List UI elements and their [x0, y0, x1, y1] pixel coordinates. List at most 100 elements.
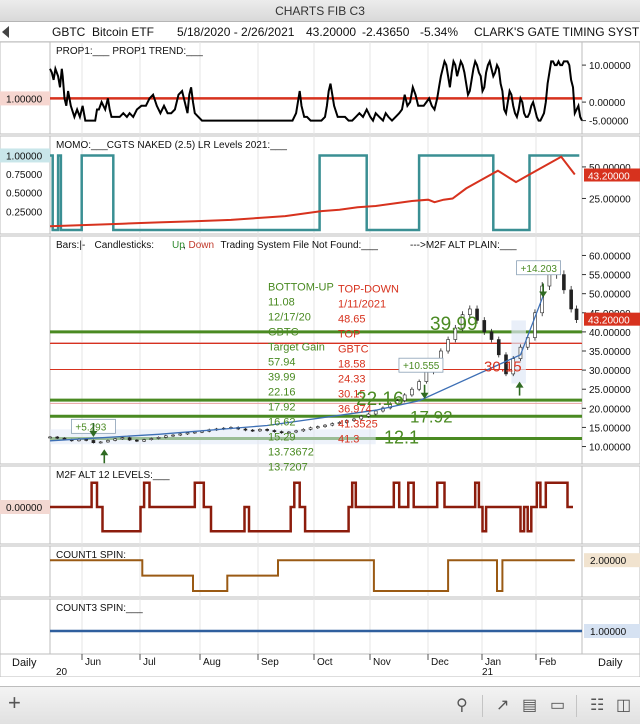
- bottom-up-value: 11.08: [268, 297, 295, 309]
- candle-body: [171, 434, 175, 437]
- candle-body: [402, 394, 407, 401]
- candle-body: [120, 437, 125, 440]
- chart-icon[interactable]: ▤: [522, 697, 538, 714]
- candle-body: [330, 423, 335, 426]
- count3-badge: [584, 624, 640, 638]
- candle-body: [164, 435, 168, 438]
- right-gutter: [581, 465, 640, 545]
- trend-line: [49, 293, 545, 442]
- right-gutter: [581, 135, 640, 235]
- candle-body: [569, 289, 573, 310]
- y-tick-label: 15.00000: [589, 423, 631, 434]
- price-panel[interactable]: Bars:|- Candlesticks: Up, Down Trading Syste…: [48, 240, 640, 474]
- momo-panel[interactable]: MOMO:___ CGTS NAKED (2.5) LR Levels 2021:…: [0, 140, 640, 232]
- count3-panel[interactable]: COUNT3 SPIN:___ 1.00000: [50, 603, 640, 638]
- date-range: 5/18/2020 - 2/26/2021: [177, 25, 295, 39]
- quote-header: GBTC Bitcoin ETF 5/18/2020 - 2/26/2021 4…: [0, 22, 640, 42]
- candle-body: [113, 438, 117, 441]
- count1-badge: [584, 553, 640, 568]
- month-label: Aug: [203, 657, 221, 668]
- legend-label: M2F ALT 12 LEVELS:___: [56, 470, 170, 481]
- panel-frame: [49, 598, 583, 655]
- candle-body: [127, 437, 132, 441]
- candle-body: [91, 440, 96, 444]
- candle-body: [504, 354, 508, 375]
- year-label: 21: [482, 667, 494, 677]
- top-down-value: 18.58: [338, 359, 366, 371]
- panel-frame: [49, 42, 583, 135]
- right-gutter: [581, 42, 640, 135]
- legend-label: MOMO:___: [56, 140, 108, 151]
- candle-body: [424, 371, 429, 382]
- month-label: Jan: [485, 657, 501, 668]
- add-button[interactable]: +: [8, 690, 21, 715]
- back-arrow-icon[interactable]: [2, 26, 9, 38]
- trend-line-icon[interactable]: ↗: [496, 697, 510, 714]
- top-down-value: 24.33: [338, 374, 366, 386]
- chart-area[interactable]: PROP1:___ PROP1 TREND:___ 1.00000 10.00000 0…: [0, 42, 640, 677]
- candle-body: [574, 308, 579, 320]
- level-label: 1.00000: [6, 151, 43, 162]
- top-down-value: 1/11/2021: [338, 299, 386, 311]
- candle-body: [373, 410, 378, 415]
- last-value-label: 43.20000: [588, 172, 630, 183]
- candle-body: [395, 400, 400, 405]
- candle-body: [243, 428, 248, 431]
- bottom-up-value: 22.16: [268, 387, 296, 399]
- y-tick-label: 50.00000: [589, 163, 631, 174]
- candle-body: [106, 440, 110, 443]
- candle-body: [250, 429, 255, 432]
- month-label: Feb: [539, 657, 557, 668]
- y-tick-label: -5.00000: [589, 117, 629, 128]
- highlight-zone: [50, 429, 376, 445]
- m2f-panel[interactable]: M2F ALT 12 LEVELS:___ 0.00000: [0, 470, 573, 533]
- bottom-up-title: BOTTOM-UP: [268, 282, 334, 294]
- candle-body: [482, 320, 487, 333]
- bottom-toolbar: + ⚲ ↗ ▤ ▭ ☷ ◫: [0, 686, 640, 724]
- count3-value-label: 1.00000: [590, 627, 627, 638]
- candle-body: [308, 427, 313, 430]
- left-gutter: [0, 42, 51, 135]
- candle-body: [475, 308, 479, 321]
- annotation-label: +5.293: [75, 422, 106, 433]
- book-icon[interactable]: ☷: [590, 697, 605, 714]
- legend-label: COUNT1 SPIN:___: [56, 550, 143, 561]
- level-badge: [0, 500, 50, 514]
- candle-body: [279, 431, 284, 434]
- m2f-step-line: [50, 481, 573, 533]
- level-label-17-92: 17.92: [410, 407, 453, 426]
- y-tick-label: 0.00000: [589, 98, 626, 109]
- candle-body: [352, 418, 356, 421]
- level-label-22-16: 22.16: [356, 389, 404, 410]
- candle-body: [496, 339, 501, 356]
- panel-icon[interactable]: ▭: [550, 697, 566, 714]
- highlight-zone: [511, 320, 526, 384]
- annotation-box: [516, 260, 561, 276]
- candle-body: [149, 438, 154, 440]
- legend-label: COUNT3 SPIN:___: [56, 603, 143, 614]
- candle-body: [294, 430, 298, 433]
- prop1-panel[interactable]: PROP1:___ PROP1 TREND:___ 1.00000 10.00000 0…: [0, 46, 631, 128]
- y-tick-label: 50.00000: [589, 290, 631, 301]
- top-down-value: 30.15: [338, 389, 366, 401]
- annotation-label: +14.203: [521, 264, 558, 275]
- layout-icon[interactable]: ◫: [616, 697, 632, 714]
- month-label: Oct: [317, 657, 333, 668]
- level-label-39-99: 39.99: [430, 314, 478, 335]
- candle-body: [323, 424, 327, 427]
- down-arrow-icon: [89, 430, 98, 437]
- symbol[interactable]: GBTC: [52, 25, 86, 39]
- candle-body: [468, 308, 472, 315]
- search-icon[interactable]: ⚲: [456, 697, 468, 714]
- count1-panel[interactable]: COUNT1 SPIN:___ 2.00000: [50, 550, 640, 592]
- y-tick-label: 10.00000: [589, 61, 631, 72]
- down-arrow-icon: [420, 392, 429, 399]
- toolbar-divider: [482, 695, 483, 717]
- candle-body: [142, 439, 146, 442]
- up-arrow-icon: [100, 449, 109, 456]
- legend-label: Bars:|-: [56, 240, 85, 251]
- candle-body: [417, 381, 421, 390]
- count1-step-line: [50, 559, 575, 592]
- candle-body: [359, 416, 364, 420]
- top-down-value: GBTC: [338, 344, 369, 356]
